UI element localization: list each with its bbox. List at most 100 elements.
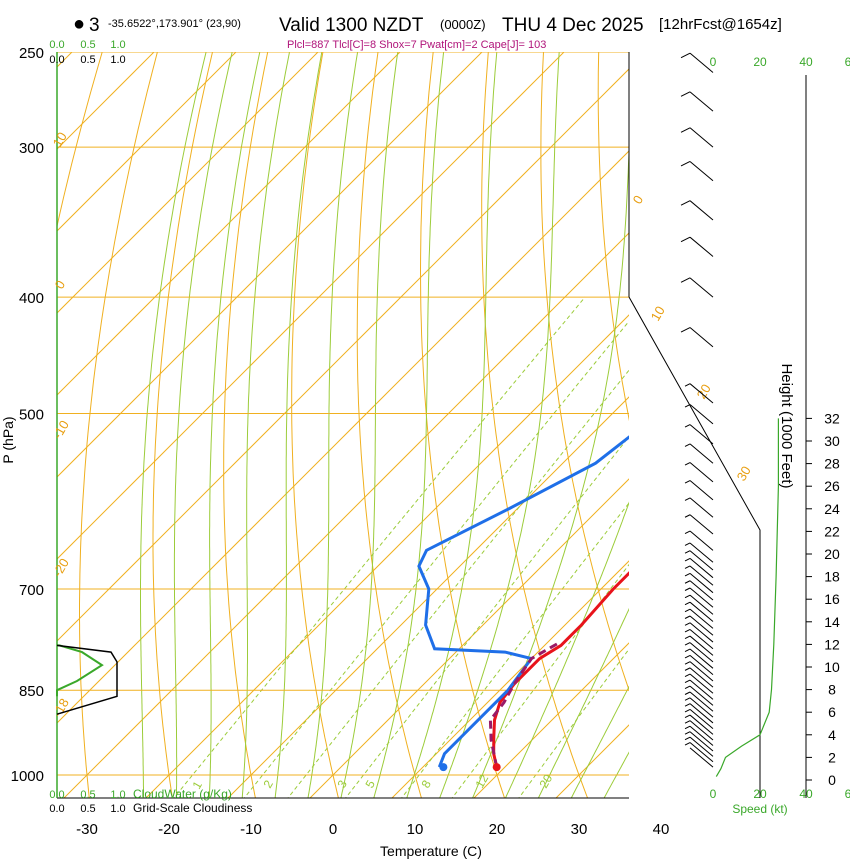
cloud-water-tick-bottom: 0.5 xyxy=(80,789,95,801)
wind-barb-flag xyxy=(684,697,691,701)
wind-barb xyxy=(680,91,714,112)
wind-barb-staff xyxy=(689,550,714,571)
height-tick-label: 30 xyxy=(824,433,840,449)
temperature-tick-label: -20 xyxy=(158,821,180,838)
wind-barb-flag xyxy=(684,565,691,569)
wind-barb-flag xyxy=(684,685,691,690)
dry-adiabat-label: -18 xyxy=(50,696,72,720)
speed-tick-top: 6 xyxy=(845,55,850,69)
wind-barb xyxy=(684,736,714,757)
wind-barb xyxy=(684,424,714,445)
temperature-tick-label: 40 xyxy=(653,821,670,838)
height-tick-label: 22 xyxy=(824,523,840,539)
moist-adiabat-line xyxy=(504,501,629,798)
dry-adiabat-line xyxy=(654,9,838,801)
moist-adiabat-line xyxy=(140,52,207,798)
wind-barb xyxy=(684,708,714,730)
wind-barb-flag xyxy=(684,572,691,577)
wind-barb xyxy=(680,52,714,73)
wind-barb xyxy=(684,731,714,752)
moist-adiabat-line xyxy=(373,52,445,798)
wind-barb-flag xyxy=(684,514,691,518)
wind-barb-staff xyxy=(689,404,714,425)
wind-barb xyxy=(680,327,714,348)
moist-adiabat-line xyxy=(173,52,233,798)
wind-barb-staff xyxy=(689,542,714,563)
wind-barb xyxy=(680,200,714,221)
wind-barb-flag xyxy=(684,742,691,746)
wind-barb-flag xyxy=(684,691,691,695)
wind-speed-profile xyxy=(715,418,779,777)
cloud-water-label: CloudWater (g/Kg) xyxy=(133,787,232,801)
wind-barb xyxy=(684,601,714,622)
cloudiness-tick-bottom: 0.0 xyxy=(49,803,64,815)
wind-barb-staff xyxy=(689,615,714,636)
moist-adiabat-line xyxy=(241,52,291,798)
wind-barb-staff xyxy=(689,731,714,752)
wind-barb-staff xyxy=(689,161,714,182)
wind-barb-flag xyxy=(684,703,691,707)
wind-barb-flag xyxy=(684,443,691,447)
wind-barb-staff xyxy=(689,277,714,298)
isotherm-line xyxy=(57,68,629,642)
dry-adiabat-line xyxy=(597,52,629,422)
wind-barb-staff xyxy=(689,697,714,718)
cloudiness-label: Grid-Scale Cloudiness xyxy=(133,801,252,815)
wind-barb-flag xyxy=(680,52,691,59)
mixing-ratio-line xyxy=(401,502,629,798)
wind-barb-flag xyxy=(684,731,691,735)
wind-barb-staff xyxy=(689,601,714,622)
temperature-surface-marker xyxy=(492,763,501,772)
speed-tick-top: 40 xyxy=(799,55,813,69)
pressure-tick-label: 700 xyxy=(19,582,44,599)
wind-barb-staff xyxy=(689,52,714,73)
wind-barb xyxy=(680,236,714,257)
wind-barb-flag xyxy=(684,424,691,428)
wind-barb xyxy=(684,550,714,571)
wind-panel-border xyxy=(628,296,761,798)
dry-adiabat-line xyxy=(540,52,629,692)
wind-barb-flag xyxy=(684,550,691,554)
wind-barb-flag xyxy=(680,327,691,333)
mixing-ratio-line xyxy=(287,369,629,798)
isotherm-line xyxy=(57,52,401,396)
speed-tick-bottom: 20 xyxy=(753,787,767,801)
moist-adiabat-line xyxy=(439,52,560,798)
height-tick-label: 12 xyxy=(824,636,840,652)
cloudiness-tick-bottom: 0.5 xyxy=(80,803,95,815)
wind-barb-flag xyxy=(684,673,691,677)
x-axis-title: Temperature (C) xyxy=(380,843,482,859)
cloud-water-tick-top: 0.0 xyxy=(49,39,64,51)
height-tick-label: 16 xyxy=(824,591,840,607)
mixing-ratio-line xyxy=(345,435,629,798)
speed-tick-bottom: 6 xyxy=(845,787,850,801)
height-tick-label: 24 xyxy=(824,501,840,517)
isotherm-line xyxy=(145,314,629,798)
isotherm-line xyxy=(800,9,850,801)
wind-barb xyxy=(689,747,714,768)
wind-barb xyxy=(684,580,714,601)
wind-barb xyxy=(680,161,714,182)
wind-barb-staff xyxy=(689,91,714,112)
speed-tick-bottom: 0 xyxy=(710,787,717,801)
wind-barb-staff xyxy=(689,648,714,669)
wind-barb-flag xyxy=(684,497,691,501)
mixing-ratio-label: 5 xyxy=(362,777,378,790)
wind-barb-staff xyxy=(689,383,714,404)
pressure-tick-label: 1000 xyxy=(11,768,44,785)
wind-barb-flag xyxy=(680,91,691,97)
wind-barb xyxy=(684,497,714,518)
wind-barb xyxy=(684,685,714,706)
pressure-tick-label: 250 xyxy=(19,45,44,62)
wind-barb-staff xyxy=(689,673,714,694)
wind-barb-staff xyxy=(689,200,714,221)
pressure-tick-label: 500 xyxy=(19,407,44,424)
utc-time: (0000Z) xyxy=(440,17,486,32)
height-tick-label: 28 xyxy=(824,456,840,472)
mixing-ratio-line xyxy=(173,296,586,798)
dewpoint-surface-marker xyxy=(439,763,448,772)
pressure-tick-label: 300 xyxy=(19,140,44,157)
dry-adiabat-label: -10 xyxy=(50,418,72,442)
wind-barb-staff xyxy=(689,558,714,579)
